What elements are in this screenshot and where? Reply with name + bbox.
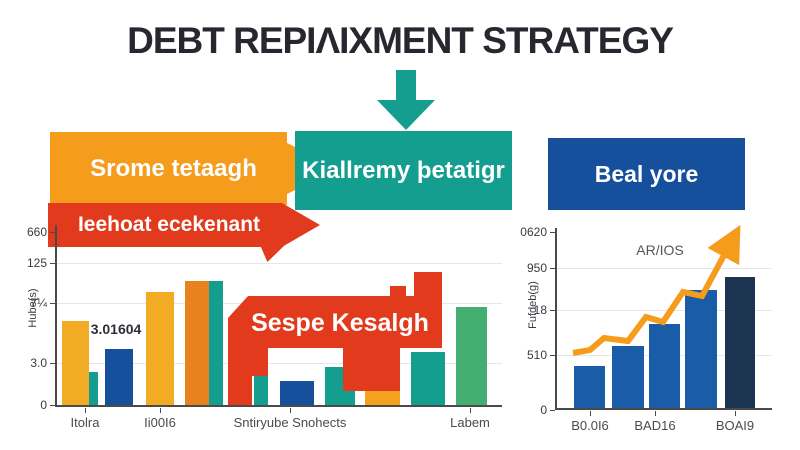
y-axis-tick-label: 660 [26, 225, 47, 240]
trend-line [572, 224, 741, 356]
bar [62, 321, 89, 405]
flow-banner-step1-label: Srome tetaagh [90, 154, 257, 182]
bar [209, 281, 223, 405]
chart-annotation: 3.01604 [90, 321, 142, 337]
bar [725, 276, 755, 408]
right-chart-plot: AR/IOS [555, 224, 772, 410]
flow-banner-step2-label: Ieehoat ecekenant [77, 212, 261, 236]
bar [574, 366, 605, 408]
flow-banner-step4: Beal yore [548, 138, 745, 210]
bar [649, 324, 680, 408]
y-axis-tick-mark [50, 232, 55, 234]
bar [185, 281, 209, 405]
y-axis-title: Fufdeb(g) [527, 281, 539, 329]
gridline [557, 309, 772, 311]
callout-ribbon-shape [228, 272, 442, 405]
flow-banner-step3-label: Kiallremy þetatigr [302, 156, 505, 184]
y-axis-tick-mark [50, 363, 55, 365]
callout-ribbon-label: Sespe Kesalgh [251, 309, 429, 337]
x-axis-tick-mark [160, 408, 161, 413]
down-arrow-icon [377, 70, 435, 130]
y-axis-tick-label: 0 [40, 398, 47, 413]
x-axis-category-label: B0.0I6 [571, 418, 609, 433]
left-bar-chart: Sespe Kesalgh 3.01604 660 125 7¼ 3.0 0 Itolra… [0, 220, 512, 440]
x-axis-category-label: BOAI9 [715, 418, 755, 433]
x-axis-tick-mark [470, 408, 471, 413]
y-axis-tick-mark [550, 309, 555, 311]
y-axis-tick-mark [550, 231, 555, 233]
x-axis-category-label: BAD16 [634, 418, 676, 433]
left-chart-plot: Sespe Kesalgh 3.01604 [55, 225, 502, 407]
y-axis-tick-mark [50, 405, 55, 407]
x-axis-tick-mark [655, 411, 656, 416]
y-axis-tick-label: 0620 [520, 224, 547, 239]
x-axis-tick-mark [85, 408, 86, 413]
gridline [57, 363, 502, 365]
y-axis-tick-label: 950 [526, 261, 547, 276]
y-axis-tick-label: 0 [540, 403, 547, 417]
y-axis-tick-mark [50, 303, 55, 305]
bar [612, 346, 644, 408]
bar [105, 348, 133, 405]
flow-banner-step4-label: Beal yore [594, 160, 699, 187]
x-axis-category-label: Ii00I6 [144, 415, 176, 430]
flow-banner-step3: Kiallremy þetatigr [295, 131, 512, 210]
bar [685, 289, 717, 408]
page-title: DEBT REPIΛIXMENT STRATEGY [127, 20, 674, 61]
bar [146, 292, 174, 405]
y-axis-tick-mark [50, 263, 55, 265]
bar [456, 306, 487, 405]
chart-annotation: AR/IOS [636, 242, 684, 258]
gridline [557, 268, 772, 270]
callout-ribbon: Sespe Kesalgh [228, 272, 442, 405]
y-axis-tick-mark [550, 355, 555, 357]
x-axis-category-label: Sntiryube Snohects [233, 415, 347, 430]
trend-line-svg [572, 224, 741, 356]
bar [280, 381, 314, 405]
right-bar-chart: AR/IOS 0620 950 18 510 0 B0.0I6 BAD16 BOAI9 Fufd… [520, 220, 800, 440]
y-axis-tick-mark [550, 410, 555, 411]
flow-banner-step2: Ieehoat ecekenant [48, 203, 320, 247]
y-axis-tick-label: 7¼ [30, 296, 47, 311]
x-axis-tick-mark [735, 411, 736, 416]
x-axis-tick-mark [590, 411, 591, 416]
y-axis-title: Hube(s) [27, 288, 39, 328]
bar [254, 375, 268, 405]
y-axis-tick-label: 18 [533, 302, 547, 317]
bar [89, 372, 98, 405]
y-axis-tick-label: 510 [526, 348, 547, 363]
y-axis-tick-label: 3.0 [30, 356, 47, 371]
gridline [57, 263, 502, 265]
y-axis-tick-label: 125 [26, 256, 47, 271]
bar [411, 352, 445, 405]
x-axis-tick-mark [290, 408, 291, 413]
y-axis-tick-mark [550, 268, 555, 270]
x-axis-category-label: Labem [450, 415, 490, 430]
x-axis-category-label: Itolra [70, 415, 100, 430]
